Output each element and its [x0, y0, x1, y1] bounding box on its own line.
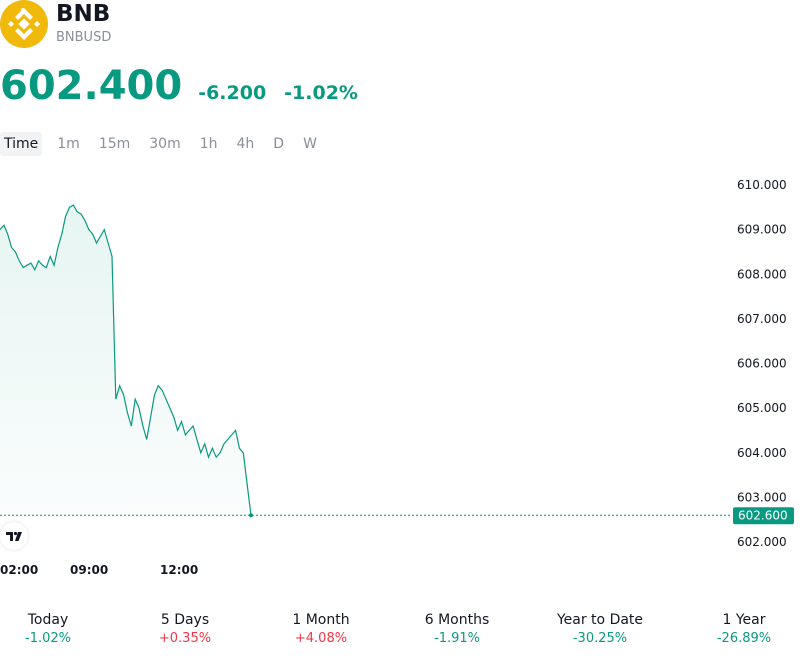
period-today[interactable]: Today -1.02% — [0, 610, 108, 648]
period-1-month[interactable]: 1 Month +4.08% — [261, 610, 381, 648]
y-tick-label: 607.000 — [737, 312, 787, 326]
period-value: -1.91% — [434, 631, 480, 646]
period-label: Year to Date — [556, 612, 644, 628]
period-label: 1 Year — [722, 612, 766, 628]
price-line — [0, 204, 252, 516]
last-price-dot — [249, 513, 253, 518]
x-tick-label: 12:00 — [160, 563, 198, 577]
tab-d[interactable]: D — [273, 136, 285, 152]
y-tick-label: 606.000 — [737, 357, 787, 371]
tab-time[interactable]: Time — [0, 132, 43, 156]
symbol-name: BNB — [56, 1, 111, 27]
y-tick-label: 610.000 — [737, 178, 787, 192]
tab-1m[interactable]: 1m — [57, 136, 80, 152]
period-value: -30.25% — [572, 631, 628, 646]
tab-w[interactable]: W — [303, 136, 317, 152]
period-value: +0.35% — [158, 631, 212, 646]
y-axis: 610.000 609.000 608.000 607.000 606.000 605.0… — [737, 178, 787, 549]
price-change: -6.200 — [198, 82, 267, 104]
price-change-percent: -1.02% — [284, 82, 358, 104]
y-tick-label: 608.000 — [737, 267, 787, 281]
period-1-year[interactable]: 1 Year -26.89% — [684, 610, 800, 648]
period-label: 6 Months — [424, 612, 490, 628]
period-value: +4.08% — [294, 631, 348, 646]
tradingview-logo-icon[interactable] — [0, 522, 28, 550]
x-tick-label: 02:00 — [0, 563, 38, 577]
y-tick-label: 602.000 — [737, 535, 787, 549]
performance-strip: Today -1.02% 5 Days +0.35% 1 Month +4.08… — [0, 610, 800, 650]
period-value: -26.89% — [716, 631, 772, 646]
price-area — [0, 205, 251, 516]
y-tick-label: 605.000 — [737, 401, 787, 415]
period-label: Today — [27, 612, 69, 628]
x-tick-label: 09:00 — [70, 563, 108, 577]
y-tick-label: 603.000 — [737, 490, 787, 504]
price-row: 602.400 -6.200 -1.02% — [0, 63, 358, 109]
period-year-to-date[interactable]: Year to Date -30.25% — [540, 610, 660, 648]
price-chart[interactable]: 610.000 609.000 608.000 607.000 606.000 605.0… — [0, 0, 800, 600]
symbol-pair: BNBUSD — [56, 30, 112, 45]
period-label: 1 Month — [292, 612, 350, 628]
period-value: -1.02% — [25, 631, 71, 646]
tab-1h[interactable]: 1h — [199, 136, 218, 152]
timeframe-tabs: Time 1m 15m 30m 1h 4h D W — [0, 132, 332, 156]
tab-15m[interactable]: 15m — [98, 136, 131, 152]
last-price-label: 602.600 — [738, 509, 788, 523]
period-6-months[interactable]: 6 Months -1.91% — [397, 610, 517, 648]
bnb-logo-icon — [0, 0, 48, 48]
tab-30m[interactable]: 30m — [149, 136, 181, 152]
last-price: 602.400 — [0, 63, 183, 109]
y-tick-label: 609.000 — [737, 223, 787, 237]
tab-4h[interactable]: 4h — [236, 136, 255, 152]
y-tick-label: 604.000 — [737, 446, 787, 460]
x-axis: 02:00 09:00 12:00 — [0, 563, 198, 577]
last-price-box — [733, 507, 794, 525]
period-5-days[interactable]: 5 Days +0.35% — [125, 610, 245, 648]
period-label: 5 Days — [160, 612, 210, 628]
